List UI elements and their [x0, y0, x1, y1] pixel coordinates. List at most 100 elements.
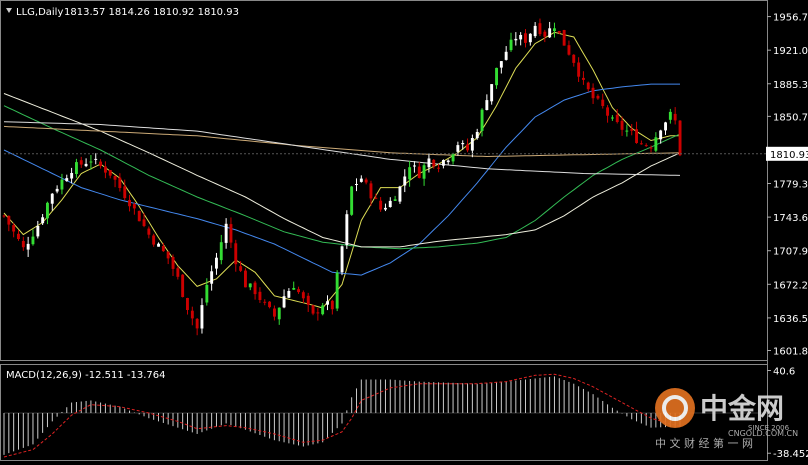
- candle-body: [446, 160, 450, 163]
- candle-body: [490, 84, 494, 102]
- candle-body: [470, 138, 474, 151]
- candle-body: [596, 95, 600, 99]
- candle-body: [359, 178, 363, 182]
- candle-body: [519, 35, 523, 40]
- candle-body: [152, 235, 156, 245]
- candle-body: [147, 228, 151, 235]
- moving-average-line-1: [3, 31, 680, 309]
- candle-body: [84, 163, 88, 167]
- candle-body: [205, 284, 209, 303]
- candle-body: [475, 132, 479, 139]
- candle-body: [620, 120, 624, 130]
- candle-body: [123, 186, 127, 199]
- candle-body: [118, 177, 122, 188]
- logo-swirl-icon: [662, 395, 688, 421]
- candle-body: [171, 257, 175, 269]
- candle-body: [340, 246, 344, 273]
- candle-body: [538, 23, 542, 35]
- candle-body: [601, 99, 605, 106]
- candle-body: [606, 107, 609, 116]
- candle-body: [297, 289, 300, 293]
- candle-body: [504, 51, 508, 60]
- moving-average-line-3: [3, 105, 681, 250]
- candle-body: [50, 193, 54, 204]
- candle-body: [253, 282, 257, 295]
- price-tick-label: 1707.90: [773, 247, 808, 258]
- candle-body: [108, 170, 112, 176]
- price-tick-label: 1885.35: [773, 80, 808, 91]
- candle-body: [417, 166, 421, 178]
- candle-body: [258, 291, 262, 300]
- candle-body: [70, 173, 74, 179]
- candle-body: [442, 160, 445, 166]
- candles: [2, 18, 682, 336]
- candle-body: [572, 54, 576, 63]
- macd-title: MACD(12,26,9) -12.511 -13.764: [6, 370, 166, 381]
- candle-body: [562, 30, 566, 46]
- candle-body: [514, 38, 518, 41]
- macd-indicator: [3, 373, 767, 458]
- candle-body: [586, 82, 590, 90]
- candle-body: [499, 61, 503, 68]
- candle-body: [437, 167, 440, 169]
- candle-body: [229, 224, 233, 243]
- price-tick-label: 1743.60: [773, 213, 808, 224]
- collapse-triangle-icon[interactable]: [6, 8, 12, 13]
- price-tick-label: 1921.05: [773, 46, 808, 57]
- candle-body: [644, 145, 648, 147]
- candle-body: [128, 200, 131, 207]
- watermark-slogan: 中 文 财 经 第 一 网: [655, 436, 753, 450]
- candle-body: [422, 165, 426, 179]
- price-tick-label: 1601.85: [773, 346, 808, 357]
- candle-body: [224, 223, 228, 243]
- candle-body: [311, 305, 315, 314]
- candle-body: [36, 226, 40, 237]
- candle-body: [301, 292, 305, 299]
- price-tick-label: 1850.70: [773, 112, 808, 123]
- candle-body: [567, 45, 571, 55]
- logo-circle-icon: [655, 388, 695, 428]
- candle-body: [533, 25, 537, 37]
- candle-body: [31, 236, 35, 245]
- candle-body: [364, 179, 368, 183]
- candle-body: [557, 31, 561, 33]
- candle-body: [427, 158, 431, 168]
- watermark-brand: 中金网: [700, 392, 784, 425]
- candle-body: [451, 153, 455, 162]
- candle-body: [60, 179, 64, 190]
- candle-body: [316, 312, 320, 314]
- candle-body: [321, 305, 325, 315]
- candle-body: [413, 165, 416, 167]
- candle-body: [137, 211, 141, 222]
- price-tick-label: 1956.75: [773, 13, 808, 24]
- candle-body: [239, 266, 243, 271]
- candle-body: [7, 215, 11, 225]
- candle-body: [65, 178, 69, 182]
- candle-body: [89, 161, 93, 163]
- candle-body: [268, 301, 271, 308]
- candle-body: [142, 219, 146, 226]
- watermark-badge: SINCE 2006: [748, 424, 790, 432]
- price-tick-label: 1779.35: [773, 179, 808, 190]
- candle-body: [330, 300, 334, 310]
- candle-body: [659, 130, 663, 140]
- candle-body: [577, 62, 581, 77]
- candle-body: [248, 283, 252, 288]
- candle-body: [668, 111, 672, 120]
- candle-body: [113, 176, 117, 180]
- candle-body: [480, 109, 484, 131]
- candle-body: [379, 200, 383, 210]
- candle-body: [432, 159, 436, 167]
- candle-body: [654, 137, 658, 151]
- candle-body: [398, 186, 402, 202]
- candle-body: [625, 130, 629, 132]
- candle-body: [630, 129, 634, 131]
- candle-body: [186, 298, 189, 310]
- candle-body: [215, 257, 218, 269]
- candle-body: [292, 288, 296, 290]
- candle-body: [615, 114, 619, 122]
- candle-body: [374, 197, 378, 199]
- candle-body: [94, 158, 98, 160]
